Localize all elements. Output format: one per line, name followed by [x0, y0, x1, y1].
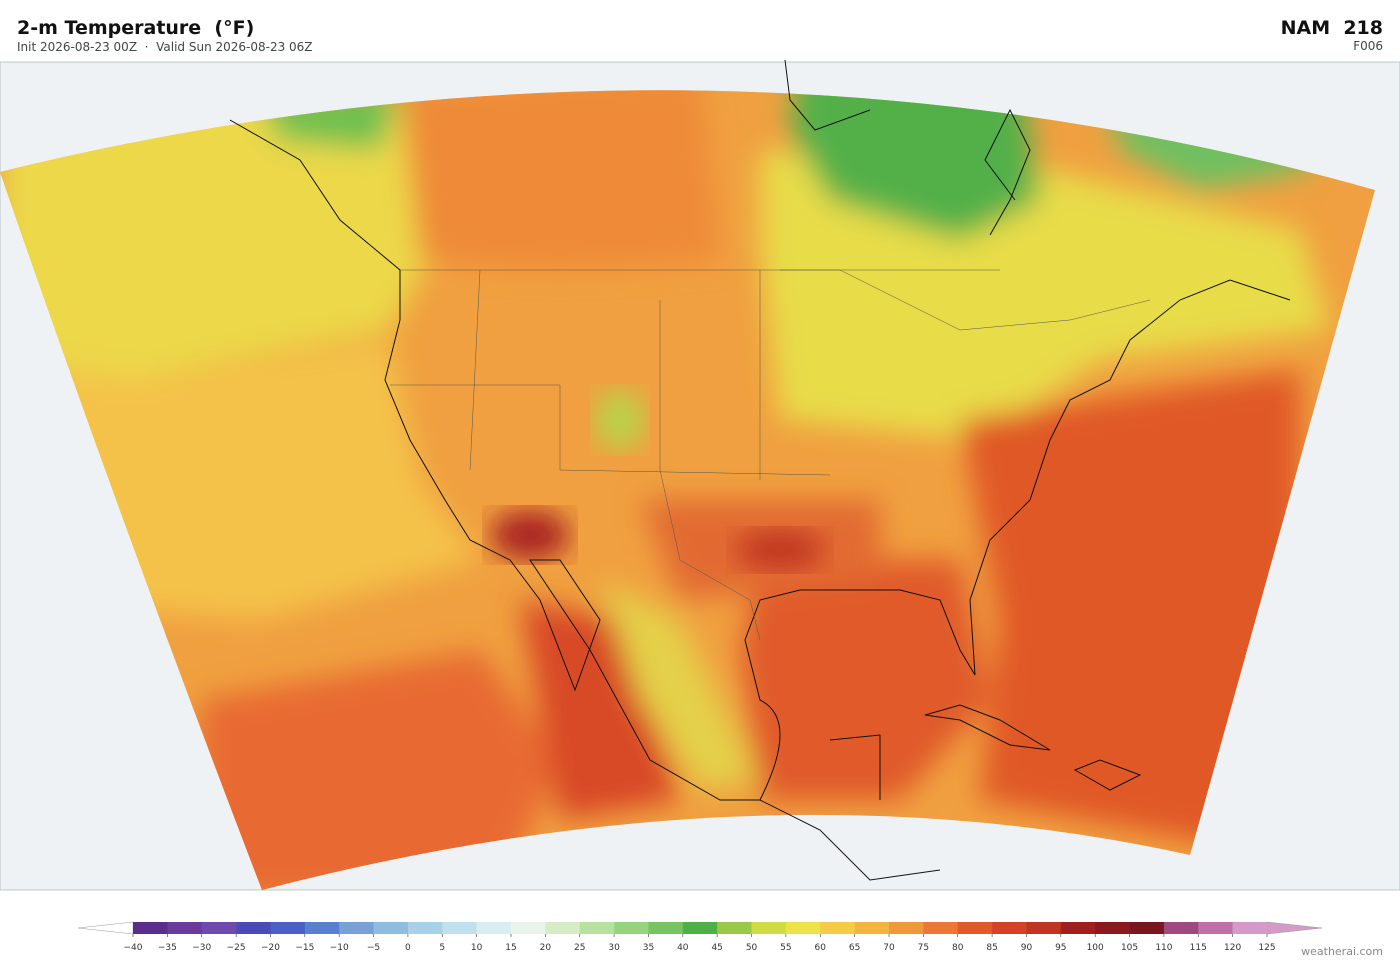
colorbar-segment	[785, 922, 821, 934]
colorbar-tick-label: −10	[330, 943, 349, 953]
watermark: weatherai.com	[1301, 945, 1383, 958]
subtitle: Init 2026-08-23 00Z · Valid Sun 2026-08-…	[17, 40, 313, 54]
colorbar-tick-label: 0	[405, 943, 411, 953]
colorbar-segment	[373, 922, 409, 934]
colorbar-tick-label: 70	[883, 943, 895, 953]
colorbar-tick-label: 45	[711, 943, 722, 953]
colorbar-tick-label: 40	[677, 943, 689, 953]
colorbar-tick-label: 10	[471, 943, 483, 953]
colorbar-tick-label: 55	[780, 943, 791, 953]
colorbar-segment	[407, 922, 443, 934]
colorbar-segment	[304, 922, 340, 934]
colorbar-segment	[992, 922, 1027, 934]
colorbar-segment	[923, 922, 959, 934]
colorbar-tick-label: −15	[295, 943, 314, 953]
colorbar-tick-label: −25	[227, 943, 246, 953]
colorbar-segment	[957, 922, 993, 934]
colorbar-segment	[751, 922, 787, 934]
colorbar-tick-label: 100	[1087, 943, 1104, 953]
colorbar-segment	[1198, 922, 1233, 934]
colorbar-segment	[820, 922, 855, 934]
colorbar-tick-label: 95	[1055, 943, 1066, 953]
colorbar-segment	[854, 922, 890, 934]
colorbar-segment	[511, 922, 546, 934]
colorbar-over	[1266, 921, 1323, 935]
colorbar-segment	[1129, 922, 1165, 934]
colorbar-tick-label: 30	[608, 943, 620, 953]
colorbar-tick-label: 20	[540, 943, 552, 953]
colorbar-tick-label: −30	[192, 943, 211, 953]
colorbar-tick-label: 110	[1155, 943, 1172, 953]
colorbar-segment	[889, 922, 924, 934]
colorbar-segment	[579, 922, 615, 934]
colorbar-tick-label: 120	[1224, 943, 1241, 953]
colorbar-segment	[648, 922, 684, 934]
colorbar-tick-label: −5	[367, 943, 380, 953]
colorbar-tick-label: 50	[746, 943, 758, 953]
colorbar-segment	[614, 922, 649, 934]
colorbar-tick-label: 15	[505, 943, 516, 953]
colorbar-segment	[201, 922, 237, 934]
forecast-hour: F006	[1353, 39, 1383, 53]
colorbar-tick-label: 90	[1021, 943, 1033, 953]
title: 2-m Temperature (°F)	[17, 17, 254, 39]
colorbar-segment	[167, 922, 203, 934]
colorbar-tick-label: 60	[815, 943, 827, 953]
colorbar-tick-label: 65	[849, 943, 860, 953]
colorbar-segment	[133, 922, 168, 934]
borders	[390, 269, 1151, 641]
colorbar-segment	[1060, 922, 1096, 934]
colorbar-tick-label: 85	[986, 943, 997, 953]
colorbar-segment	[442, 922, 477, 934]
colorbar-segment	[236, 922, 271, 934]
colorbar-segment	[1232, 922, 1268, 934]
colorbar-segment	[717, 922, 752, 934]
colorbar-segment	[1163, 922, 1199, 934]
colorbar-segment	[1026, 922, 1062, 934]
colorbar-segment	[339, 922, 374, 934]
colorbar-tick-label: 75	[918, 943, 929, 953]
colorbar-tick-label: −20	[261, 943, 280, 953]
colorbar-segment	[270, 922, 306, 934]
colorbar-tick-label: −40	[124, 943, 143, 953]
colorbar: −40 −35 −30 −25 −20 −15 −10 −5 0 5 10 15 20 25 30 35 40 4…	[77, 921, 1323, 953]
colorbar-tick-label: 25	[574, 943, 585, 953]
colorbar-segment	[1095, 922, 1130, 934]
model-name: NAM 218	[1281, 17, 1383, 39]
colorbar-tick-label: 35	[643, 943, 654, 953]
colorbar-segment	[682, 922, 718, 934]
colorbar-tick-label: −35	[158, 943, 177, 953]
colorbar-tick-label: 5	[439, 943, 445, 953]
colorbar-under	[77, 921, 134, 935]
colorbar-tick-label: 105	[1121, 943, 1138, 953]
colorbar-tick-label: 115	[1190, 943, 1207, 953]
colorbar-tick-label: 80	[952, 943, 964, 953]
colorbar-tick-label: 125	[1258, 943, 1275, 953]
colorbar-segment	[476, 922, 512, 934]
colorbar-segment	[545, 922, 581, 934]
